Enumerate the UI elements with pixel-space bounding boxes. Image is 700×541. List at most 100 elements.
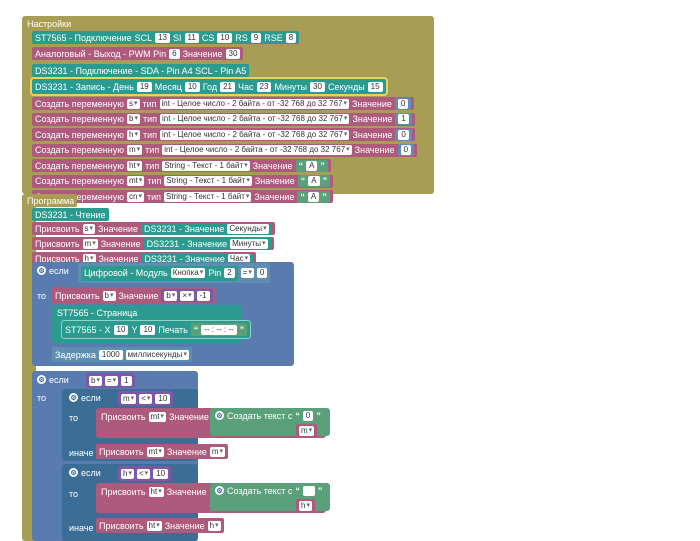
- var-dropdown[interactable]: h: [82, 253, 96, 264]
- var-value-field[interactable]: A: [307, 191, 320, 202]
- var-name-dropdown[interactable]: mt: [126, 176, 145, 186]
- hour-field[interactable]: 23: [256, 81, 272, 92]
- ds3231-value-block[interactable]: DS3231 - Значение Секунды: [140, 222, 272, 235]
- compare-op-dropdown[interactable]: =: [104, 375, 119, 386]
- var-dropdown[interactable]: b: [102, 290, 116, 301]
- create-variable-block[interactable]: Создать переменнуюsтипint - Целое число …: [32, 97, 415, 110]
- var-name-dropdown[interactable]: ht: [126, 160, 143, 171]
- text-field[interactable]: 0: [302, 410, 314, 421]
- target-dropdown[interactable]: ht: [148, 486, 164, 497]
- delay-block[interactable]: Задержка 1000 миллисекунды: [52, 347, 192, 362]
- var-value-field[interactable]: 0: [400, 145, 412, 155]
- create-variable-block[interactable]: Создать переменнуюbтипint - Целое число …: [32, 112, 415, 126]
- multiply-block[interactable]: b × -1: [161, 289, 213, 302]
- create-variable-block[interactable]: Создать переменнуюmтипint - Целое число …: [32, 143, 418, 157]
- text-literal-block[interactable]: “A”: [297, 190, 330, 203]
- create-text-var-2[interactable]: h: [296, 499, 315, 512]
- number-block[interactable]: 1: [395, 113, 412, 125]
- si-field[interactable]: 11: [184, 32, 199, 43]
- var-value-field[interactable]: 0: [398, 129, 409, 140]
- second-field[interactable]: 15: [367, 81, 383, 92]
- var-type-dropdown[interactable]: String - Текст - 1 байт: [163, 191, 252, 202]
- minute-field[interactable]: 30: [310, 81, 325, 92]
- delay-unit-dropdown[interactable]: миллисекунды: [125, 349, 189, 360]
- create-variable-block[interactable]: Создать переменнуюcnтипString - Текст - …: [32, 190, 333, 203]
- gear-icon[interactable]: ⚙: [37, 375, 46, 384]
- create-variable-block[interactable]: Создать переменнуюhtтипString - Текст - …: [32, 159, 331, 172]
- var-dropdown[interactable]: m: [299, 425, 315, 436]
- st7565-print-block[interactable]: ST7565 - X 10 Y 10 Печать “-- : -- : --”: [60, 320, 252, 339]
- compare-value-field[interactable]: 0: [256, 268, 268, 278]
- var-name-dropdown[interactable]: h: [126, 129, 140, 140]
- gear-icon[interactable]: ⚙: [37, 266, 46, 275]
- month-field[interactable]: 10: [184, 81, 200, 92]
- text-literal-block[interactable]: “A”: [295, 159, 328, 172]
- create-variable-block[interactable]: Создать переменнуюhтипint - Целое число …: [32, 128, 415, 141]
- ds3231-value-block[interactable]: DS3231 - Значение Час: [141, 252, 254, 265]
- ds3231-write-block[interactable]: DS3231 - Запись - День 19 Месяц 10 Год 21 Ч…: [30, 77, 388, 96]
- ds3231-read-block[interactable]: DS3231 - Чтение: [32, 208, 109, 221]
- compare-op-dropdown[interactable]: <: [139, 393, 153, 404]
- gear-icon[interactable]: ⚙: [69, 468, 78, 477]
- var-dropdown[interactable]: m: [121, 393, 137, 404]
- target-dropdown[interactable]: mt: [146, 446, 164, 457]
- var-type-dropdown[interactable]: int - Целое число - 2 байта - от -32 768…: [159, 98, 349, 109]
- var-name-dropdown[interactable]: cn: [126, 191, 144, 202]
- pwm-pin-field[interactable]: 6: [169, 48, 180, 59]
- x-field[interactable]: 10: [113, 324, 129, 335]
- inner2-condition[interactable]: h < 10: [118, 466, 172, 481]
- ds3231-field-dropdown[interactable]: Час: [227, 253, 251, 264]
- rs-field[interactable]: 9: [250, 32, 262, 43]
- ds3231-field-dropdown[interactable]: Секунды: [227, 223, 269, 234]
- st7565-connect-block[interactable]: ST7565 - Подключение SCL 13 SI 11 CS 10 RS 9…: [32, 31, 300, 44]
- number-block[interactable]: 0: [397, 144, 415, 156]
- create-text-var[interactable]: m: [296, 424, 318, 437]
- compare-value-field[interactable]: 10: [153, 468, 169, 479]
- var-dropdown[interactable]: m: [209, 446, 226, 457]
- module-dropdown[interactable]: Кнопка: [170, 268, 206, 278]
- compare-op-dropdown[interactable]: <: [136, 468, 151, 479]
- if2-condition[interactable]: b = 1: [86, 373, 135, 388]
- compare-value-field[interactable]: 1: [121, 375, 132, 386]
- var-dropdown[interactable]: s: [82, 223, 96, 234]
- pin-field[interactable]: 2: [224, 268, 235, 278]
- var-type-dropdown[interactable]: int - Целое число - 2 байта - от -32 768…: [159, 129, 350, 140]
- gear-icon[interactable]: ⚙: [215, 411, 224, 420]
- number-block[interactable]: 0: [395, 128, 412, 141]
- y-field[interactable]: 10: [140, 324, 156, 335]
- var-value-field[interactable]: 0: [397, 98, 409, 109]
- text-literal-block[interactable]: “-- : -- : --”: [190, 323, 248, 336]
- multiply-op-dropdown[interactable]: ×: [180, 290, 194, 301]
- gear-icon[interactable]: ⚙: [215, 486, 224, 495]
- var-value-field[interactable]: A: [306, 160, 318, 171]
- var-dropdown[interactable]: m: [82, 238, 98, 249]
- compare-value-field[interactable]: 10: [155, 393, 171, 404]
- cs-field[interactable]: 10: [217, 32, 233, 43]
- year-field[interactable]: 21: [220, 81, 236, 92]
- assign-block[interactable]: ПрисвоитьmЗначениеDS3231 - ЗначениеМинут…: [32, 237, 274, 250]
- var-value-field[interactable]: A: [308, 176, 320, 186]
- rse-field[interactable]: 8: [285, 32, 297, 43]
- var-dropdown[interactable]: h: [207, 520, 221, 531]
- compare-op-dropdown[interactable]: =: [240, 268, 254, 278]
- var-name-dropdown[interactable]: b: [126, 114, 140, 124]
- var-type-dropdown[interactable]: String - Текст - 1 байт: [164, 176, 252, 186]
- var-name-dropdown[interactable]: m: [126, 145, 143, 155]
- number-block[interactable]: 0: [394, 97, 412, 110]
- var-value-field[interactable]: 1: [398, 114, 409, 124]
- ds3231-value-block[interactable]: DS3231 - Значение Минуты: [143, 237, 271, 250]
- print-text-field[interactable]: -- : -- : --: [201, 324, 237, 335]
- var-dropdown[interactable]: h: [121, 468, 134, 479]
- ds3231-connect-block[interactable]: DS3231 - Подключение - SDA - Pin A4 SCL …: [32, 64, 250, 77]
- scl-field[interactable]: 13: [155, 32, 171, 43]
- var-name-dropdown[interactable]: s: [126, 98, 140, 109]
- pwm-value-field[interactable]: 30: [225, 48, 241, 59]
- text-field[interactable]: [302, 485, 315, 496]
- create-variable-block[interactable]: Создать переменнуюmtтипString - Текст - …: [32, 174, 334, 188]
- target-dropdown[interactable]: mt: [148, 411, 166, 422]
